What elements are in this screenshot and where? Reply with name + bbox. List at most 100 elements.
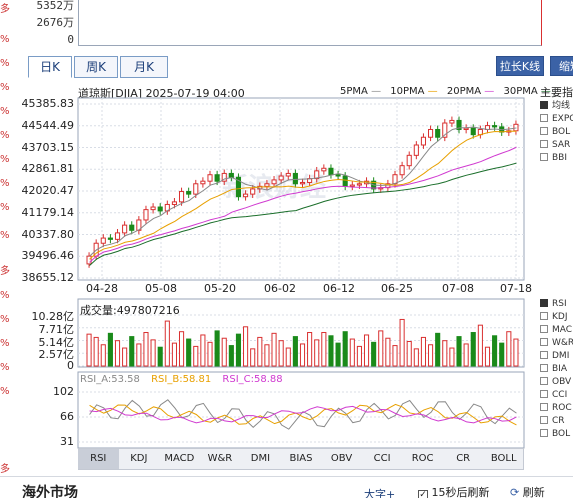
tab-indicator-dmi[interactable]: DMI — [250, 453, 271, 464]
font-size-button[interactable]: 大字+ — [364, 488, 396, 498]
right-panel-item[interactable]: EXPO — [540, 113, 573, 126]
volume-y-label: 7.71亿 — [38, 322, 75, 336]
kline-x-label: 05-08 — [145, 282, 177, 295]
volume-bar — [193, 345, 199, 367]
tab-indicator-obv[interactable]: OBV — [330, 453, 353, 464]
right-panel-item[interactable]: BOL — [540, 428, 573, 441]
volume-y-label: 10.28亿 — [31, 310, 75, 323]
right-panel-item-label: W&R — [552, 338, 573, 348]
volume-bar — [285, 347, 291, 367]
right-panel-item[interactable]: CCI — [540, 389, 573, 402]
right-panel-item[interactable]: MAC — [540, 324, 573, 337]
tab-indicator-boll[interactable]: BOLL — [490, 453, 517, 464]
ma-line — [89, 130, 517, 260]
left-strip-text-4: % — [0, 106, 10, 117]
right-panel-item[interactable]: KDJ — [540, 311, 573, 324]
rsi-y-label: 31 — [60, 435, 74, 448]
tab-indicator-bias[interactable]: BIAS — [289, 453, 313, 464]
auto-refresh-label: 15秒后刷新 — [431, 486, 490, 498]
right-panel-item-label: SAR — [552, 140, 571, 150]
tab-indicator-rsi[interactable]: RSI — [78, 449, 119, 469]
right-panel-item[interactable]: RSI — [540, 298, 573, 311]
candle-body — [335, 174, 341, 177]
rsi-lines — [89, 399, 517, 430]
tab-indicator-roc[interactable]: ROC — [411, 453, 434, 464]
right-panel-item-label: BIA — [552, 364, 567, 374]
right-panel-checkbox[interactable] — [540, 127, 548, 135]
right-panel-checkbox[interactable] — [540, 390, 548, 398]
right-panel-checkbox[interactable] — [540, 403, 548, 411]
right-panel-item[interactable]: OBV — [540, 376, 573, 389]
kline-title: 道琼斯[DJIA] 2025-07-19 04:00 — [78, 87, 245, 100]
right-panel-item[interactable]: CR — [540, 415, 573, 428]
right-panel-checkbox[interactable] — [540, 377, 548, 385]
right-panel-item[interactable]: ROC — [540, 402, 573, 415]
volume-bar — [399, 318, 405, 367]
tab-month-k[interactable]: 月K — [120, 56, 168, 78]
ma-legend-10: 10PMA — — [390, 86, 438, 97]
tab-indicator-wrr[interactable]: W&R — [207, 453, 233, 464]
right-panel-item[interactable]: SAR — [540, 139, 573, 152]
refresh-link[interactable]: ⟳ 刷新 — [510, 484, 545, 498]
right-panel-checkbox[interactable] — [540, 429, 548, 437]
right-panel-item[interactable]: BIA — [540, 363, 573, 376]
right-panel-checkbox[interactable] — [540, 364, 548, 372]
right-panel-item[interactable]: W&R — [540, 337, 573, 350]
right-panel-item-label: BOL — [552, 429, 571, 439]
candle-body — [171, 201, 177, 205]
volume-bar — [243, 326, 249, 367]
volume-y-label: 2.57亿 — [38, 348, 75, 362]
stretch-kline-button[interactable]: 拉长K线 — [496, 56, 544, 76]
top-axis-label-3: 0 — [67, 33, 74, 46]
candle-body — [349, 184, 355, 187]
volume-bar — [207, 341, 213, 367]
volume-bar — [335, 342, 341, 367]
right-panel-checkbox[interactable] — [540, 299, 548, 307]
right-panel-checkbox[interactable] — [540, 140, 548, 148]
volume-bar — [506, 331, 512, 367]
right-panel-checkbox[interactable] — [540, 338, 548, 346]
right-panel-item[interactable]: BOL — [540, 126, 573, 139]
top-axis-label-2: 2676万 — [36, 16, 75, 29]
tab-week-k[interactable]: 周K — [74, 56, 118, 78]
kline-x-label: 07-08 — [442, 282, 474, 295]
candle-body — [178, 191, 185, 203]
right-panel-item[interactable]: DMI — [540, 350, 573, 363]
left-strip-text-14: % — [0, 362, 10, 373]
candle-body — [250, 188, 256, 195]
right-panel-item[interactable]: 均线 — [540, 100, 573, 113]
kline-y-label: 40337.80 — [21, 227, 75, 241]
volume-title: 成交量:497807216 — [80, 304, 180, 317]
shrink-kline-button[interactable]: 缩短 — [550, 56, 573, 76]
candle-body — [299, 181, 306, 185]
tab-indicator-kdj[interactable]: KDJ — [130, 453, 148, 464]
kline-y-label: 44544.49 — [21, 118, 75, 132]
right-panel-checkbox[interactable] — [540, 153, 548, 161]
right-panel-item-label: BBI — [552, 153, 568, 163]
right-panel-checkbox[interactable] — [540, 351, 548, 359]
right-panel-checkbox[interactable] — [540, 312, 548, 320]
auto-refresh-toggle[interactable]: ✓ 15秒后刷新 — [418, 484, 490, 498]
kline-ma-lines — [89, 126, 517, 266]
tab-indicator-cci[interactable]: CCI — [373, 453, 391, 464]
right-panel-checkbox[interactable] — [540, 101, 548, 109]
left-strip: 多 % % % % % % % % % 多 % % % % % 多 — [0, 0, 12, 498]
right-panel-checkbox[interactable] — [540, 325, 548, 333]
kline-y-label: 45385.83 — [21, 97, 75, 110]
right-panel-checkbox[interactable] — [540, 114, 548, 122]
right-panel-item[interactable]: BBI — [540, 152, 573, 165]
auto-refresh-checkbox[interactable]: ✓ — [418, 490, 428, 498]
volume-bar — [428, 344, 434, 367]
left-strip-text-12: % — [0, 314, 10, 325]
tab-indicator-cr[interactable]: CR — [456, 453, 471, 464]
tab-day-k[interactable]: 日K — [28, 56, 72, 78]
volume-bar — [477, 324, 483, 367]
right-panel-checkbox[interactable] — [540, 416, 548, 424]
right-panel-item-label: CCI — [552, 390, 568, 400]
candle-body — [406, 154, 412, 167]
right-panel-item-label: DMI — [552, 351, 570, 361]
volume-bar — [200, 334, 206, 367]
tab-indicator-macd[interactable]: MACD — [164, 453, 195, 464]
left-strip-text-13: % — [0, 338, 10, 349]
candle-body — [399, 165, 405, 176]
